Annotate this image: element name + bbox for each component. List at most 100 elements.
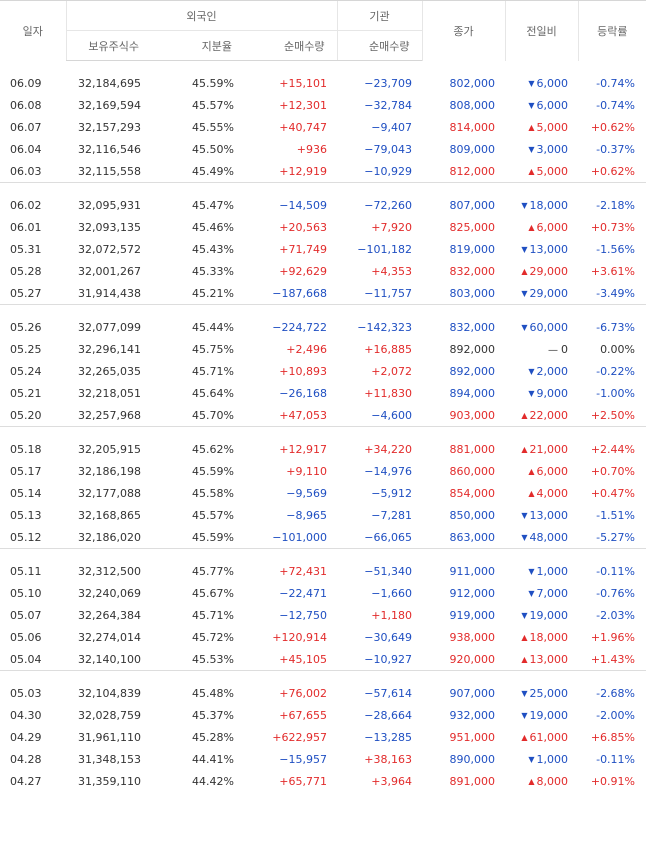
cell-rate: -0.74% [596,76,636,90]
cell-holdings: 32,072,572 [78,242,141,256]
cell-institution-net: +11,830 [364,386,413,400]
change-value: 22,000 [529,408,569,422]
cell-change: ▼ 19,000 [505,704,578,726]
cell-date: 05.18 [10,442,42,456]
cell-close: 919,000 [449,608,496,622]
table-row: 06.09 32,184,695 45.59% +15,101 −23,709 802,0… [0,72,646,94]
cell-ratio: 45.75% [192,342,234,356]
table-row: 06.01 32,093,135 45.46% +20,563 +7,920 825,00… [0,216,646,238]
cell-change: ▼ 3,000 [505,138,578,160]
cell-rate: -0.76% [596,586,636,600]
cell-change: ▼ 13,000 [505,238,578,260]
cell-institution-net: −13,285 [364,730,413,744]
change-value: 19,000 [529,708,569,722]
cell-change: ▲ 8,000 [505,770,578,792]
cell-rate: +1.96% [590,630,636,644]
table-header: 일자 외국인 기관 종가 전일비 등락률 보유주식수 지분율 순매수량 순매수량 [0,0,646,61]
cell-close: 938,000 [449,630,496,644]
cell-date: 05.25 [10,342,42,356]
triangle-down-icon: ▼ [528,566,535,576]
cell-institution-net: −14,976 [364,464,413,478]
cell-foreign-net: −9,569 [286,486,328,500]
cell-foreign-net: +40,747 [279,120,328,134]
cell-institution-net: −28,664 [364,708,413,722]
cell-close: 814,000 [449,120,496,134]
table-body: 06.09 32,184,695 45.59% +15,101 −23,709 802,0… [0,61,646,793]
cell-institution-net: −72,260 [364,198,413,212]
cell-close: 860,000 [449,464,496,478]
cell-date: 06.08 [10,98,42,112]
cell-ratio: 45.21% [192,286,234,300]
cell-foreign-net: −224,722 [272,320,328,334]
table-row: 05.10 32,240,069 45.67% −22,471 −1,660 912,00… [0,582,646,604]
table-row: 05.25 32,296,141 45.75% +2,496 +16,885 892,00… [0,338,646,360]
cell-ratio: 45.47% [192,198,234,212]
header-foreign-group: 외국인 [65,0,338,31]
cell-date: 04.27 [10,774,42,788]
cell-institution-net: −7,281 [371,508,413,522]
cell-change: ▼ 25,000 [505,682,578,704]
cell-rate: -0.11% [596,752,636,766]
cell-foreign-net: +76,002 [279,686,328,700]
change-value: 13,000 [529,508,569,522]
cell-change: ▼ 2,000 [505,360,578,382]
triangle-down-icon: ▼ [521,532,528,542]
cell-holdings: 32,218,051 [78,386,141,400]
cell-foreign-net: +65,771 [279,774,328,788]
cell-foreign-net: +72,431 [279,564,328,578]
cell-holdings: 31,359,110 [78,774,141,788]
cell-rate: +0.47% [590,486,636,500]
cell-ratio: 45.59% [192,464,234,478]
cell-rate: -5.27% [596,530,636,544]
cell-ratio: 45.33% [192,264,234,278]
cell-foreign-net: +67,655 [279,708,328,722]
change-value: 3,000 [536,142,569,156]
triangle-down-icon: ▼ [528,754,535,764]
header-close: 종가 [421,0,506,61]
triangle-down-icon: ▼ [528,388,535,398]
change-value: 13,000 [529,652,569,666]
cell-date: 05.10 [10,586,42,600]
triangle-down-icon: ▼ [521,288,528,298]
cell-date: 05.28 [10,264,42,278]
cell-rate: -0.11% [596,564,636,578]
cell-foreign-net: +12,917 [279,442,328,456]
cell-change: ▲ 61,000 [505,726,578,748]
cell-holdings: 32,312,500 [78,564,141,578]
cell-foreign-net: −8,965 [286,508,328,522]
group-separator [0,304,646,316]
cell-close: 890,000 [449,752,496,766]
change-value: 9,000 [536,386,569,400]
cell-foreign-net: −101,000 [272,530,328,544]
cell-holdings: 32,001,267 [78,264,141,278]
change-value: 18,000 [529,198,569,212]
change-value: 5,000 [536,164,569,178]
triangle-down-icon: ▼ [528,588,535,598]
cell-rate: -1.00% [596,386,636,400]
cell-change: ▲ 21,000 [505,438,578,460]
cell-close: 881,000 [449,442,496,456]
group-separator [0,182,646,194]
table-row: 06.03 32,115,558 45.49% +12,919 −10,929 812,0… [0,160,646,183]
cell-institution-net: +38,163 [364,752,413,766]
triangle-up-icon: ▲ [521,444,528,454]
cell-ratio: 45.43% [192,242,234,256]
triangle-up-icon: ▲ [521,410,528,420]
group-separator [0,61,646,73]
triangle-down-icon: ▼ [521,510,528,520]
change-value: 2,000 [536,364,569,378]
cell-change: ▲ 22,000 [505,404,578,427]
cell-holdings: 31,961,110 [78,730,141,744]
triangle-up-icon: ▲ [521,632,528,642]
cell-close: 903,000 [449,408,496,422]
change-value: 60,000 [529,320,569,334]
change-value: 21,000 [529,442,569,456]
cell-ratio: 45.77% [192,564,234,578]
header-foreign-net: 순매수량 [244,30,338,61]
investor-trading-table: 일자 외국인 기관 종가 전일비 등락률 보유주식수 지분율 순매수량 순매수량… [0,0,646,793]
table-row: 05.06 32,274,014 45.72% +120,914 −30,649 938,… [0,626,646,648]
cell-close: 832,000 [449,264,496,278]
cell-close: 907,000 [449,686,496,700]
triangle-down-icon: ▼ [528,366,535,376]
cell-rate: -3.49% [596,286,636,300]
